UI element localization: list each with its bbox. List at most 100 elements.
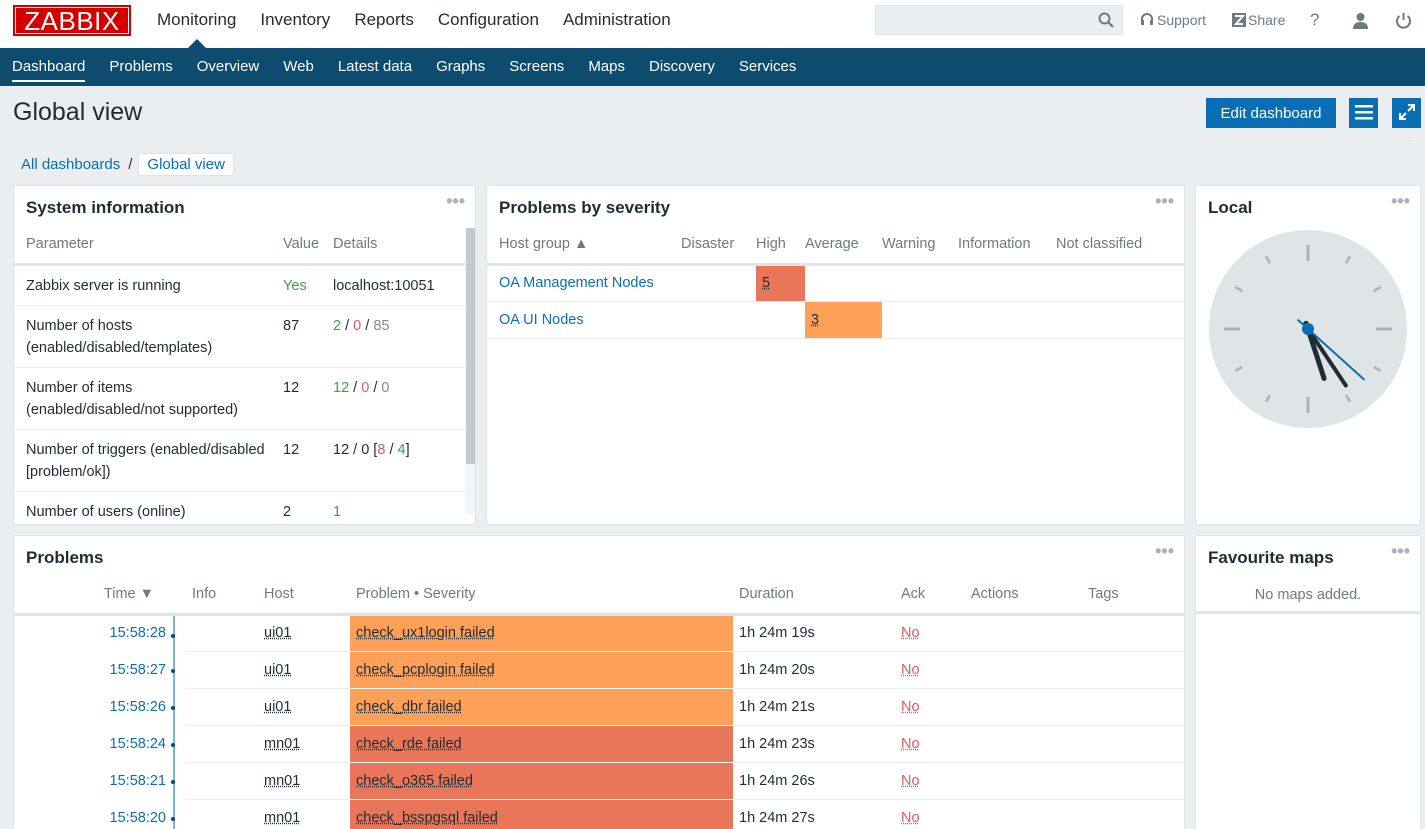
problem-link[interactable]: check_rde failed — [356, 736, 462, 752]
ack-link[interactable]: No — [901, 810, 920, 826]
menu-monitoring[interactable]: Monitoring — [145, 0, 248, 48]
problem-link[interactable]: check_pcplogin failed — [356, 662, 495, 678]
time-link[interactable]: 15:58:24 — [110, 736, 166, 752]
widget-menu-icon[interactable]: ••• — [1391, 541, 1410, 562]
submenu-problems[interactable]: Problems — [97, 48, 184, 86]
problem-link[interactable]: check_dbr failed — [356, 699, 462, 715]
scrollbar-thumb[interactable] — [466, 228, 475, 464]
time-cell: 15:58:27 — [14, 651, 186, 688]
submenu-maps[interactable]: Maps — [576, 48, 637, 86]
ack-link[interactable]: No — [901, 773, 920, 789]
table-row: 15:58:26 ui01 check_dbr failed 1h 24m 21s No — [14, 688, 1184, 725]
submenu-graphs[interactable]: Graphs — [424, 48, 497, 86]
problem-count[interactable]: 3 — [805, 312, 819, 328]
search-input[interactable] — [876, 6, 1096, 34]
host-link[interactable]: mn01 — [264, 736, 300, 752]
host-group-label[interactable]: OA UI Nodes — [499, 312, 584, 328]
problem-link[interactable]: check_o365 failed — [356, 773, 473, 789]
host-group-link[interactable]: OA UI Nodes — [487, 301, 681, 338]
support-link[interactable]: Support — [1140, 0, 1232, 40]
widget-menu-icon[interactable]: ••• — [446, 191, 465, 212]
time-link[interactable]: 15:58:21 — [110, 773, 166, 789]
submenu-discovery[interactable]: Discovery — [637, 48, 727, 86]
menu-administration[interactable]: Administration — [551, 0, 683, 48]
search-icon[interactable] — [1098, 12, 1114, 31]
time-link[interactable]: 15:58:20 — [110, 810, 166, 826]
host-cell[interactable]: ui01 — [262, 651, 350, 688]
problem-link[interactable]: check_bsspgsql failed — [356, 810, 498, 826]
breadcrumb-current[interactable]: Global view — [138, 153, 234, 176]
ack-link[interactable]: No — [901, 699, 920, 715]
time-link[interactable]: 15:58:26 — [110, 699, 166, 715]
submenu-screens[interactable]: Screens — [497, 48, 576, 86]
widget-menu-icon[interactable]: ••• — [1155, 191, 1174, 212]
menu-reports[interactable]: Reports — [342, 0, 426, 48]
ack-cell[interactable]: No — [901, 688, 971, 725]
problem-cell[interactable]: check_o365 failed — [350, 762, 733, 799]
col-host-group[interactable]: Host group ▲ — [487, 226, 681, 264]
host-cell[interactable]: mn01 — [262, 762, 350, 799]
fullscreen-button[interactable] — [1392, 98, 1421, 128]
time-link[interactable]: 15:58:27 — [110, 662, 166, 678]
high-cell[interactable]: 5 — [756, 264, 805, 301]
edit-dashboard-button[interactable]: Edit dashboard — [1206, 98, 1336, 128]
problem-cell[interactable]: check_ux1login failed — [350, 614, 733, 651]
menu-configuration[interactable]: Configuration — [426, 0, 551, 48]
zabbix-logo[interactable]: ZABBIX — [13, 5, 131, 36]
host-link[interactable]: mn01 — [264, 810, 300, 826]
problem-count[interactable]: 5 — [756, 275, 770, 291]
user-profile-icon[interactable] — [1352, 0, 1395, 40]
param-cell: Number of triggers (enabled/disabled [pr… — [14, 429, 283, 491]
ack-cell[interactable]: No — [901, 762, 971, 799]
details-cell: 2 / 0 / 85 — [333, 305, 465, 367]
problem-cell[interactable]: check_bsspgsql failed — [350, 799, 733, 829]
info-cell — [186, 725, 262, 762]
breadcrumb-all-dashboards[interactable]: All dashboards — [13, 156, 128, 173]
col-time[interactable]: Time ▼ — [14, 576, 186, 614]
timeline-dot — [171, 634, 175, 638]
problem-cell[interactable]: check_rde failed — [350, 725, 733, 762]
col-duration: Duration — [733, 576, 901, 614]
host-cell[interactable]: ui01 — [262, 614, 350, 651]
problem-link[interactable]: check_ux1login failed — [356, 625, 495, 641]
host-link[interactable]: ui01 — [264, 625, 291, 641]
ack-cell[interactable]: No — [901, 651, 971, 688]
dashboard-actions-button[interactable] — [1349, 98, 1378, 128]
share-link[interactable]: Share — [1232, 0, 1310, 40]
widget-title: Problems by severity — [499, 198, 670, 218]
host-cell[interactable]: mn01 — [262, 799, 350, 829]
share-icon — [1232, 13, 1246, 27]
ack-link[interactable]: No — [901, 662, 920, 678]
ack-link[interactable]: No — [901, 736, 920, 752]
host-link[interactable]: ui01 — [264, 699, 291, 715]
submenu-latest-data[interactable]: Latest data — [326, 48, 424, 86]
widget-menu-icon[interactable]: ••• — [1155, 541, 1174, 562]
host-cell[interactable]: mn01 — [262, 725, 350, 762]
ack-cell[interactable]: No — [901, 725, 971, 762]
host-link[interactable]: ui01 — [264, 662, 291, 678]
time-link[interactable]: 15:58:28 — [110, 625, 166, 641]
ack-cell[interactable]: No — [901, 614, 971, 651]
sign-out-icon[interactable] — [1395, 0, 1425, 40]
host-group-label[interactable]: OA Management Nodes — [499, 275, 654, 291]
ack-cell[interactable]: No — [901, 799, 971, 829]
host-link[interactable]: mn01 — [264, 773, 300, 789]
ack-link[interactable]: No — [901, 625, 920, 641]
help-icon[interactable]: ? — [1310, 0, 1352, 40]
submenu-dashboard[interactable]: Dashboard — [0, 48, 97, 86]
host-cell[interactable]: ui01 — [262, 688, 350, 725]
submenu-services[interactable]: Services — [727, 48, 809, 86]
widget-header: System information ••• — [14, 186, 475, 226]
widget-menu-icon[interactable]: ••• — [1391, 191, 1410, 212]
menu-inventory[interactable]: Inventory — [248, 0, 342, 48]
duration-cell: 1h 24m 20s — [733, 651, 901, 688]
information-cell — [958, 264, 1056, 301]
host-group-link[interactable]: OA Management Nodes — [487, 264, 681, 301]
submenu-web[interactable]: Web — [271, 48, 326, 86]
problem-cell[interactable]: check_pcplogin failed — [350, 651, 733, 688]
average-cell[interactable]: 3 — [805, 301, 882, 338]
problem-cell[interactable]: check_dbr failed — [350, 688, 733, 725]
submenu-overview[interactable]: Overview — [185, 48, 272, 86]
scrollbar[interactable] — [465, 228, 476, 514]
widget-header: Problems by severity ••• — [487, 186, 1184, 226]
